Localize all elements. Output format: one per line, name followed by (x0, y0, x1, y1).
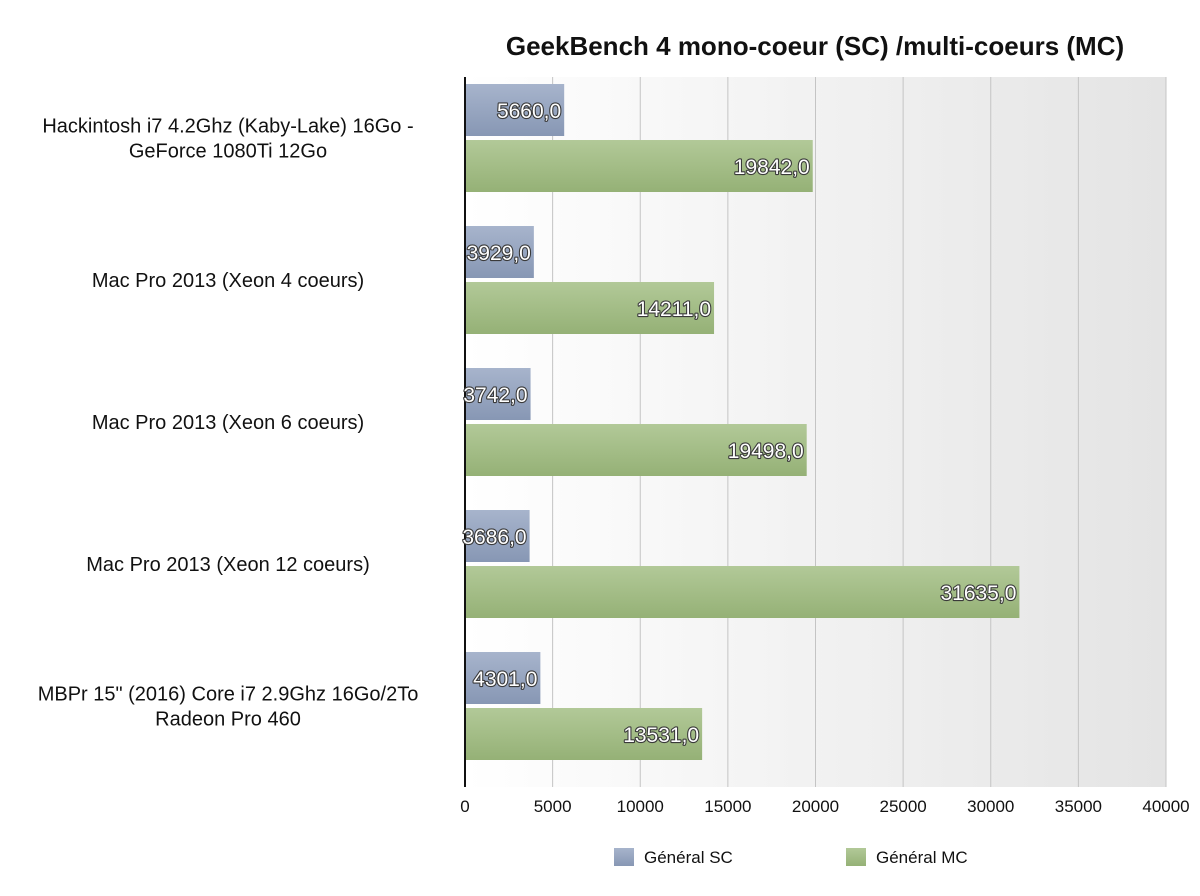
category-labels: Hackintosh i7 4.2Ghz (Kaby-Lake) 16Go - G… (38, 116, 419, 731)
legend-swatch-sc (614, 848, 634, 866)
data-label-mc-3: 31635,0 (940, 582, 1016, 605)
data-label-mc-0: 19842,0 (734, 156, 810, 179)
x-tick-label: 10000 (617, 797, 664, 816)
bar-sc-2 (465, 368, 531, 420)
category-label: Radeon Pro 460 (155, 709, 301, 731)
bar-mc-1 (465, 282, 715, 334)
data-label-mc-2: 19498,0 (728, 440, 804, 463)
legend-label-sc: Général SC (644, 848, 733, 867)
data-label-sc-0: 5660,0 (497, 100, 561, 123)
legend: Général SC Général MC (614, 848, 968, 867)
bars (465, 84, 1020, 760)
bar-sc-3 (465, 510, 530, 562)
data-label-sc-2: 3742,0 (463, 384, 527, 407)
bar-mc-0 (465, 140, 813, 192)
category-label: Hackintosh i7 4.2Ghz (Kaby-Lake) 16Go - (42, 116, 413, 138)
x-tick-label: 40000 (1142, 797, 1189, 816)
bar-mc-3 (465, 566, 1020, 618)
chart-title: GeekBench 4 mono-coeur (SC) /multi-coeur… (506, 31, 1124, 61)
data-label-mc-1: 14211,0 (637, 298, 711, 321)
x-tick-label: 30000 (967, 797, 1014, 816)
data-label-sc-3: 3686,0 (462, 526, 526, 549)
category-label: Mac Pro 2013 (Xeon 4 coeurs) (92, 270, 364, 292)
bar-sc-1 (465, 226, 534, 278)
bar-mc-2 (465, 424, 807, 476)
category-label: GeForce 1080Ti 12Go (129, 141, 327, 163)
x-tick-label: 25000 (879, 797, 926, 816)
bar-sc-0 (465, 84, 565, 136)
x-tick-label: 5000 (534, 797, 572, 816)
category-label: Mac Pro 2013 (Xeon 12 coeurs) (86, 554, 370, 576)
data-labels: 5660,0 19842,0 3929,0 14211,0 3742,0 19498,0 3… (461, 99, 1017, 748)
legend-swatch-mc (846, 848, 866, 866)
x-tick-label: 15000 (704, 797, 751, 816)
bar-sc-4 (465, 652, 541, 704)
bar-mc-4 (465, 708, 703, 760)
data-label-sc-1: 3929,0 (467, 242, 531, 265)
x-tick-label: 20000 (792, 797, 839, 816)
data-label-mc-4: 13531,0 (623, 724, 699, 747)
category-label: MBPr 15" (2016) Core i7 2.9Ghz 16Go/2To (38, 684, 419, 706)
x-tick-label: 0 (460, 797, 469, 816)
x-tick-label: 35000 (1055, 797, 1102, 816)
x-axis-tick-labels: 0 5000 10000 15000 20000 25000 30000 35000 40000 (460, 797, 1189, 816)
data-label-sc-4: 4301,0 (473, 668, 537, 691)
legend-label-mc: Général MC (876, 848, 968, 867)
category-label: Mac Pro 2013 (Xeon 6 coeurs) (92, 412, 364, 434)
